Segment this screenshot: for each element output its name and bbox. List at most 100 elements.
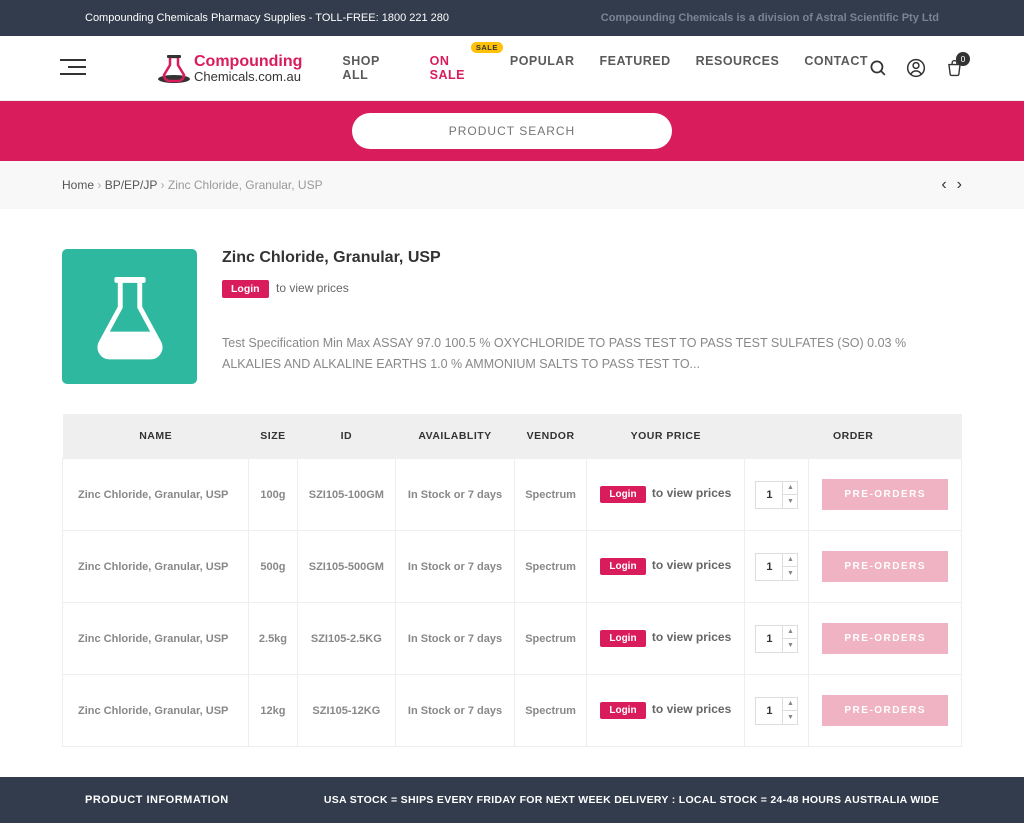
- footer-right: USA STOCK = SHIPS EVERY FRIDAY FOR NEXT …: [324, 794, 939, 806]
- login-note: to view prices: [649, 630, 732, 644]
- cell-vendor: Spectrum: [514, 459, 586, 531]
- qty-down-icon[interactable]: ▼: [783, 711, 797, 724]
- cell-qty: 1▲▼: [745, 675, 809, 747]
- nav-contact[interactable]: CONTACT: [804, 54, 868, 82]
- footer-left: PRODUCT INFORMATION: [85, 794, 229, 806]
- preorder-button[interactable]: PRE-ORDERS: [822, 623, 948, 654]
- hamburger-menu-icon[interactable]: [60, 59, 86, 77]
- cell-name: Zinc Chloride, Granular, USP: [63, 459, 249, 531]
- login-button[interactable]: Login: [600, 630, 645, 647]
- qty-down-icon[interactable]: ▼: [783, 639, 797, 652]
- product-description: Test Specification Min Max ASSAY 97.0 10…: [222, 333, 962, 376]
- nav-featured[interactable]: FEATURED: [599, 54, 670, 82]
- cell-size: 100g: [249, 459, 297, 531]
- header: Compounding Chemicals.com.au SHOP ALL ON…: [0, 36, 1024, 101]
- cell-vendor: Spectrum: [514, 603, 586, 675]
- qty-up-icon[interactable]: ▲: [783, 554, 797, 567]
- qty-down-icon[interactable]: ▼: [783, 495, 797, 508]
- login-button[interactable]: Login: [222, 280, 269, 298]
- qty-value: 1: [756, 626, 782, 652]
- logo-text-1: Compounding: [194, 54, 302, 70]
- cell-order: PRE-ORDERS: [809, 459, 962, 531]
- breadcrumb: Home › BP/EP/JP › Zinc Chloride, Granula…: [0, 161, 1024, 209]
- cell-availability: In Stock or 7 days: [396, 531, 515, 603]
- topbar: Compounding Chemicals Pharmacy Supplies …: [0, 0, 1024, 36]
- price-login-prompt: Login to view prices: [222, 279, 962, 298]
- breadcrumb-home[interactable]: Home: [62, 178, 94, 192]
- logo-text-2: Chemicals.com.au: [194, 70, 302, 83]
- qty-stepper: 1▲▼: [755, 697, 798, 725]
- search-icon[interactable]: [868, 58, 888, 78]
- footer: PRODUCT INFORMATION USA STOCK = SHIPS EV…: [0, 777, 1024, 823]
- breadcrumb-category[interactable]: BP/EP/JP: [105, 178, 157, 192]
- nav-resources[interactable]: RESOURCES: [696, 54, 780, 82]
- qty-value: 1: [756, 698, 782, 724]
- login-note: to view prices: [649, 486, 732, 500]
- qty-stepper: 1▲▼: [755, 625, 798, 653]
- table-header-row: NAME SIZE ID AVAILABLITY VENDOR YOUR PRI…: [63, 414, 962, 459]
- cell-name: Zinc Chloride, Granular, USP: [63, 531, 249, 603]
- qty-down-icon[interactable]: ▼: [783, 567, 797, 580]
- topbar-right: Compounding Chemicals is a division of A…: [601, 12, 939, 24]
- th-availability: AVAILABLITY: [396, 414, 515, 459]
- qty-stepper: 1▲▼: [755, 481, 798, 509]
- breadcrumb-path: Home › BP/EP/JP › Zinc Chloride, Granula…: [62, 178, 323, 192]
- product-search-input[interactable]: [352, 113, 672, 149]
- cell-availability: In Stock or 7 days: [396, 675, 515, 747]
- cell-order: PRE-ORDERS: [809, 531, 962, 603]
- login-note: to view prices: [649, 702, 732, 716]
- breadcrumb-sep: ›: [97, 178, 101, 192]
- cell-size: 500g: [249, 531, 297, 603]
- product-hero: Zinc Chloride, Granular, USP Login to vi…: [0, 209, 1024, 414]
- prev-product-icon[interactable]: ‹: [941, 176, 946, 194]
- breadcrumb-current: Zinc Chloride, Granular, USP: [168, 178, 323, 192]
- table-row: Zinc Chloride, Granular, USP500gSZI105-5…: [63, 531, 962, 603]
- cell-price: Login to view prices: [587, 459, 745, 531]
- cell-price: Login to view prices: [587, 603, 745, 675]
- main-nav: SHOP ALL ON SALESALE POPULAR FEATURED RE…: [342, 54, 868, 82]
- qty-value: 1: [756, 554, 782, 580]
- cell-qty: 1▲▼: [745, 459, 809, 531]
- product-info: Zinc Chloride, Granular, USP Login to vi…: [222, 249, 962, 384]
- breadcrumb-nav: ‹ ›: [941, 176, 962, 194]
- nav-popular[interactable]: POPULAR: [510, 54, 575, 82]
- qty-up-icon[interactable]: ▲: [783, 626, 797, 639]
- logo[interactable]: Compounding Chemicals.com.au: [156, 51, 302, 85]
- qty-up-icon[interactable]: ▲: [783, 698, 797, 711]
- variants-table-wrap: NAME SIZE ID AVAILABLITY VENDOR YOUR PRI…: [0, 414, 1024, 777]
- table-row: Zinc Chloride, Granular, USP100gSZI105-1…: [63, 459, 962, 531]
- preorder-button[interactable]: PRE-ORDERS: [822, 551, 948, 582]
- th-order: ORDER: [745, 414, 962, 459]
- cart-icon[interactable]: 0: [944, 58, 964, 78]
- login-button[interactable]: Login: [600, 702, 645, 719]
- preorder-button[interactable]: PRE-ORDERS: [822, 479, 948, 510]
- qty-value: 1: [756, 482, 782, 508]
- cell-id: SZI105-100GM: [297, 459, 396, 531]
- nav-shop-all[interactable]: SHOP ALL: [342, 54, 404, 82]
- cell-vendor: Spectrum: [514, 675, 586, 747]
- cell-name: Zinc Chloride, Granular, USP: [63, 675, 249, 747]
- flask-icon: [91, 273, 169, 361]
- product-image: [62, 249, 197, 384]
- header-icons: 0: [868, 58, 964, 78]
- login-button[interactable]: Login: [600, 558, 645, 575]
- logo-icon: [156, 51, 194, 85]
- account-icon[interactable]: [906, 58, 926, 78]
- login-note: to view prices: [649, 558, 732, 572]
- cell-price: Login to view prices: [587, 531, 745, 603]
- cell-order: PRE-ORDERS: [809, 675, 962, 747]
- th-price: YOUR PRICE: [587, 414, 745, 459]
- login-button[interactable]: Login: [600, 486, 645, 503]
- nav-on-sale[interactable]: ON SALESALE: [430, 54, 485, 82]
- th-name: NAME: [63, 414, 249, 459]
- variants-table: NAME SIZE ID AVAILABLITY VENDOR YOUR PRI…: [62, 414, 962, 747]
- cell-name: Zinc Chloride, Granular, USP: [63, 603, 249, 675]
- next-product-icon[interactable]: ›: [957, 176, 962, 194]
- qty-up-icon[interactable]: ▲: [783, 482, 797, 495]
- cell-id: SZI105-12KG: [297, 675, 396, 747]
- cell-availability: In Stock or 7 days: [396, 459, 515, 531]
- cell-order: PRE-ORDERS: [809, 603, 962, 675]
- preorder-button[interactable]: PRE-ORDERS: [822, 695, 948, 726]
- table-row: Zinc Chloride, Granular, USP12kgSZI105-1…: [63, 675, 962, 747]
- table-row: Zinc Chloride, Granular, USP2.5kgSZI105-…: [63, 603, 962, 675]
